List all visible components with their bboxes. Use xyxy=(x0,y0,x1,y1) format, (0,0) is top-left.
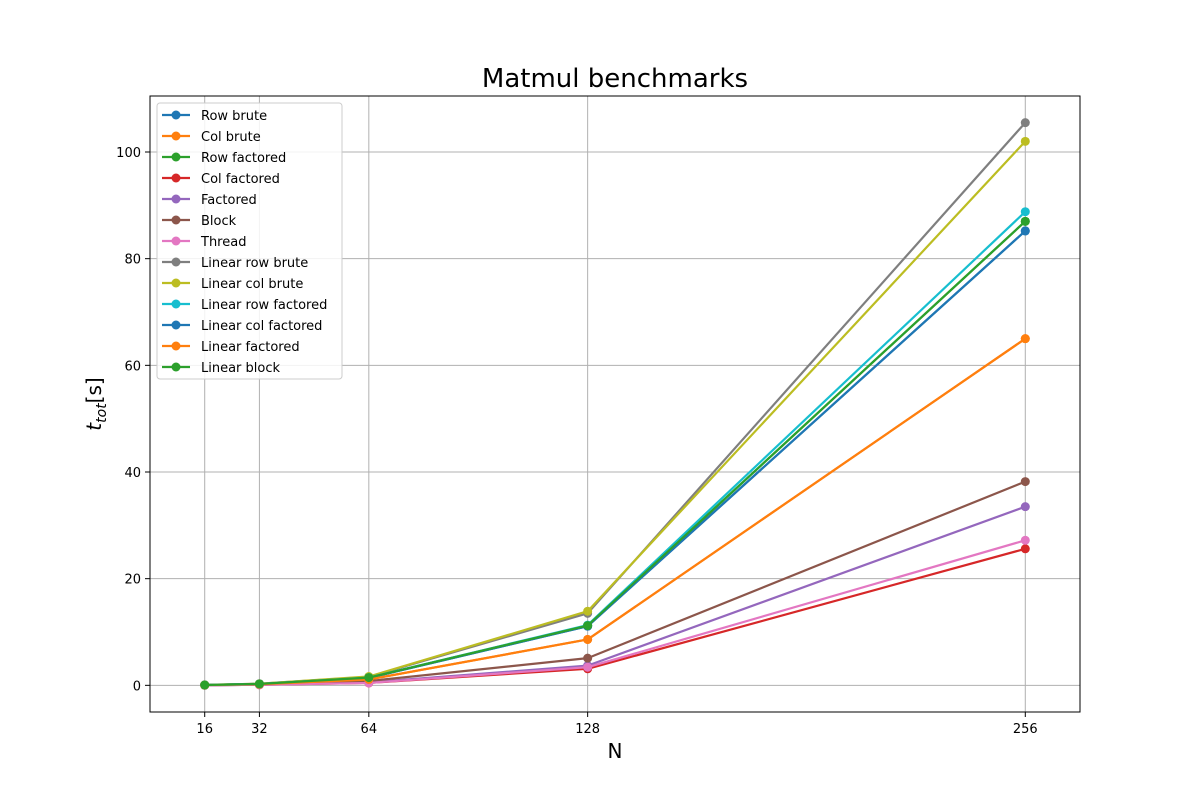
data-point xyxy=(1020,535,1030,545)
data-point xyxy=(1020,544,1030,554)
legend-swatch-marker xyxy=(171,173,181,183)
legend-label: Linear col factored xyxy=(201,319,322,334)
data-point xyxy=(1020,118,1030,128)
legend-item: Col factored xyxy=(162,172,280,187)
legend-swatch-marker xyxy=(171,341,181,351)
legend-label: Col factored xyxy=(201,172,280,187)
legend-item: Linear col factored xyxy=(162,319,322,334)
legend-item: Linear row brute xyxy=(162,256,308,271)
legend-item: Col brute xyxy=(162,130,261,145)
legend-swatch-marker xyxy=(171,320,181,330)
legend-item: Row brute xyxy=(162,109,267,124)
y-tick-label: 80 xyxy=(124,253,141,268)
data-point xyxy=(200,680,210,690)
ticks: 16 32 64 128 256 0 20 40 60 80 100 xyxy=(116,146,1038,737)
legend-label: Col brute xyxy=(201,130,261,145)
legend-label: Factored xyxy=(201,193,257,208)
y-axis-label: ttot[s] xyxy=(82,377,110,430)
legend-swatch-marker xyxy=(171,236,181,246)
legend-swatch-marker xyxy=(171,215,181,225)
chart-title: Matmul benchmarks xyxy=(482,64,748,94)
data-point xyxy=(1020,334,1030,344)
y-tick-label: 100 xyxy=(116,146,141,161)
legend-swatch-marker xyxy=(171,278,181,288)
data-point xyxy=(1020,226,1030,236)
legend-label: Linear col brute xyxy=(201,277,303,292)
data-point xyxy=(583,621,593,631)
data-point xyxy=(1020,477,1030,487)
data-point xyxy=(1020,216,1030,226)
legend-label: Block xyxy=(201,214,237,229)
legend-item: Block xyxy=(162,214,237,229)
series xyxy=(200,216,1030,690)
data-point xyxy=(583,662,593,672)
legend-item: Linear factored xyxy=(162,340,300,355)
series-group xyxy=(200,118,1030,690)
data-point xyxy=(364,673,374,683)
data-point xyxy=(1020,502,1030,512)
legend-swatch-marker xyxy=(171,362,181,372)
x-tick-label: 256 xyxy=(1013,722,1038,737)
y-tick-label: 0 xyxy=(133,679,141,694)
legend-label: Row brute xyxy=(201,109,267,124)
legend-label: Linear row brute xyxy=(201,256,308,271)
legend-item: Row factored xyxy=(162,151,286,166)
legend: Row brute Col brute Row factored Col factor… xyxy=(156,102,343,380)
legend-label: Thread xyxy=(200,235,246,250)
x-tick-label: 128 xyxy=(575,722,600,737)
x-tick-label: 32 xyxy=(251,722,268,737)
x-tick-label: 16 xyxy=(196,722,213,737)
legend-item: Linear block xyxy=(162,361,281,376)
legend-label: Linear block xyxy=(201,361,281,376)
legend-swatch-marker xyxy=(171,110,181,120)
data-point xyxy=(583,606,593,616)
data-point xyxy=(1020,136,1030,146)
plot-frame xyxy=(149,95,1081,713)
legend-item: Thread xyxy=(162,235,246,250)
legend-item: Linear row factored xyxy=(162,298,327,313)
legend-item: Linear col brute xyxy=(162,277,303,292)
data-point xyxy=(583,634,593,644)
legend-swatch-marker xyxy=(171,131,181,141)
x-tick-label: 64 xyxy=(361,722,378,737)
legend-swatch-marker xyxy=(171,194,181,204)
legend-label: Row factored xyxy=(201,151,286,166)
y-tick-label: 60 xyxy=(124,359,141,374)
legend-label: Linear row factored xyxy=(201,298,327,313)
legend-item: Factored xyxy=(162,193,257,208)
legend-swatch-marker xyxy=(171,299,181,309)
data-point xyxy=(1020,207,1030,217)
y-tick-label: 20 xyxy=(124,573,141,588)
x-axis-label: N xyxy=(608,739,623,763)
legend-box xyxy=(156,102,343,380)
legend-swatch-marker xyxy=(171,152,181,162)
data-point xyxy=(254,679,264,689)
data-point xyxy=(583,653,593,663)
legend-label: Linear factored xyxy=(201,340,300,355)
legend-swatch-marker xyxy=(171,257,181,267)
y-tick-label: 40 xyxy=(124,466,141,481)
